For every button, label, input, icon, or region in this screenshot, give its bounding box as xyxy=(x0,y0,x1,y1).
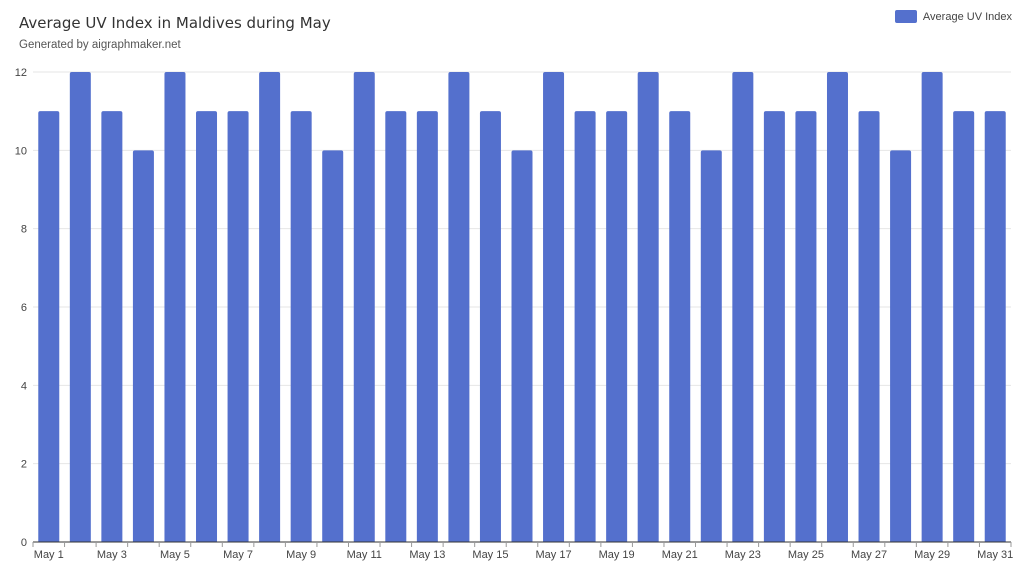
x-tick-label: May 19 xyxy=(599,549,635,561)
bar xyxy=(700,150,722,543)
x-tick-label: May 21 xyxy=(662,549,698,561)
chart-title: Average UV Index in Maldives during May xyxy=(19,14,331,32)
bar xyxy=(795,111,817,543)
bar xyxy=(322,150,344,543)
x-tick-label: May 7 xyxy=(223,549,253,561)
bar xyxy=(385,111,407,543)
bar xyxy=(38,111,60,543)
bar xyxy=(921,72,943,542)
bar xyxy=(890,150,912,543)
x-tick-label: May 27 xyxy=(851,549,887,561)
bar xyxy=(290,111,312,543)
bar xyxy=(511,150,533,543)
bar xyxy=(858,111,880,543)
x-tick-label: May 11 xyxy=(347,549,382,561)
y-tick-label: 4 xyxy=(21,380,27,392)
bar xyxy=(953,111,975,543)
x-tick-label: May 3 xyxy=(97,549,127,561)
legend[interactable]: Average UV Index xyxy=(894,10,1012,23)
bar xyxy=(826,72,848,542)
bar xyxy=(606,111,628,543)
legend-swatch xyxy=(894,10,917,23)
bar xyxy=(574,111,596,543)
y-tick-label: 8 xyxy=(21,224,27,236)
y-tick-label: 2 xyxy=(21,459,27,471)
x-tick-label: May 29 xyxy=(914,549,950,561)
x-tick-label: May 17 xyxy=(536,549,572,561)
bar xyxy=(543,72,565,542)
x-tick-label: May 15 xyxy=(472,549,508,561)
x-tick-label: May 23 xyxy=(725,549,761,561)
bar xyxy=(416,111,438,543)
bar xyxy=(227,111,249,543)
legend-label: Average UV Index xyxy=(922,10,1012,23)
x-tick-label: May 13 xyxy=(409,549,445,561)
y-tick-label: 6 xyxy=(21,302,27,314)
bar xyxy=(984,111,1006,543)
chart-subtitle: Generated by aigraphmaker.net xyxy=(19,39,181,51)
y-tick-label: 10 xyxy=(15,145,27,157)
x-tick-label: May 5 xyxy=(160,549,190,561)
x-tick-label: May 1 xyxy=(34,549,64,561)
bar xyxy=(132,150,154,543)
x-tick-label: May 31 xyxy=(977,549,1013,561)
bar xyxy=(353,72,375,542)
y-tick-label: 0 xyxy=(21,537,27,549)
bar xyxy=(448,72,470,542)
bar xyxy=(69,72,91,542)
bar xyxy=(259,72,281,542)
bar xyxy=(669,111,691,543)
x-tick-label: May 25 xyxy=(788,549,824,561)
bar xyxy=(196,111,218,543)
x-tick-label: May 9 xyxy=(286,549,316,561)
bar xyxy=(637,72,659,542)
bar xyxy=(732,72,754,542)
bar xyxy=(479,111,501,543)
y-tick-label: 12 xyxy=(15,67,27,79)
bar xyxy=(101,111,123,543)
bar xyxy=(763,111,785,543)
bar xyxy=(164,72,186,542)
